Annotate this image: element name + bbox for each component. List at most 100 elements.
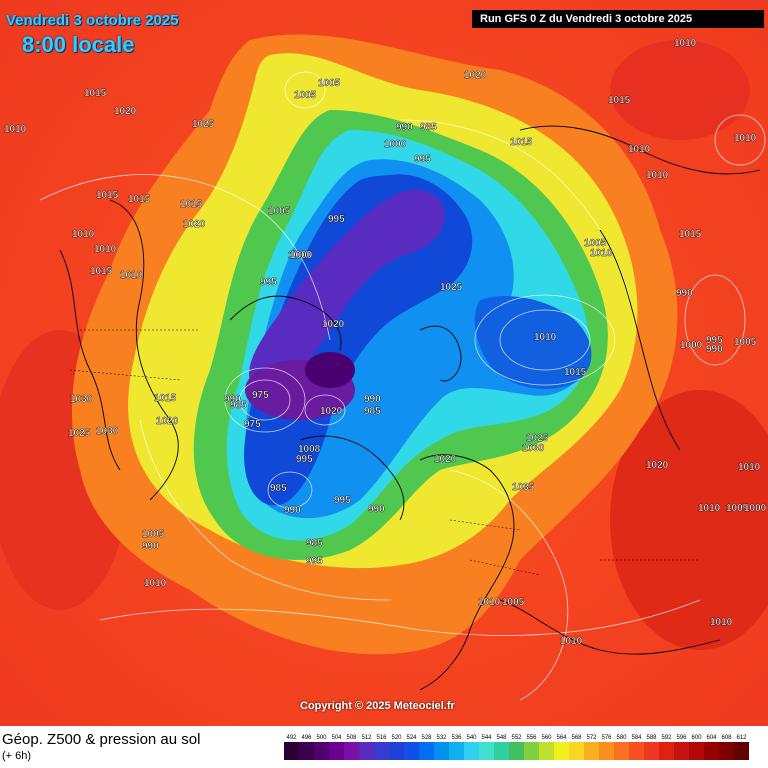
pressure-label: 1025	[526, 433, 549, 444]
valid-time: 8:00 locale	[22, 32, 135, 57]
pressure-label: 1020	[322, 319, 345, 330]
legend-swatch	[404, 742, 419, 760]
legend-swatch	[479, 742, 494, 760]
pressure-label: 985	[306, 538, 323, 549]
legend-swatch	[419, 742, 434, 760]
legend-swatch	[374, 742, 389, 760]
pressure-label: 1000	[744, 503, 767, 514]
pressure-label: 1010	[478, 597, 501, 608]
pressure-label: 990	[284, 505, 301, 516]
pressure-label: 1010	[698, 503, 721, 514]
legend-swatch	[734, 742, 749, 760]
pressure-label: 1020	[320, 406, 343, 417]
lead-time: (+ 6h)	[2, 750, 32, 762]
legend-swatch	[599, 742, 614, 760]
pressure-label: 1000	[680, 340, 703, 351]
blue-lobe-east	[474, 296, 592, 389]
legend-tick-label: 552	[511, 735, 522, 741]
legend-swatch	[299, 742, 314, 760]
legend-tick-label: 572	[586, 735, 597, 741]
pressure-label: 1008	[298, 444, 321, 455]
legend-tick-label: 524	[406, 735, 417, 741]
pressure-label: 985	[230, 400, 247, 411]
color-legend: 492 496 500 504 508 512 516 520 524 528 532 536 540 5…	[284, 735, 749, 760]
pressure-label: 1005	[268, 206, 291, 217]
legend-swatch	[689, 742, 704, 760]
legend-swatch	[359, 742, 374, 760]
legend-tick-label: 604	[706, 735, 717, 741]
pressure-label: 985	[270, 483, 287, 494]
legend-swatch	[674, 742, 689, 760]
pressure-label: 1015	[180, 199, 203, 210]
valid-date: Vendredi 3 octobre 2025	[6, 12, 179, 29]
legend-swatch	[509, 742, 524, 760]
legend-swatch	[524, 742, 539, 760]
pressure-label: 1005	[142, 529, 165, 540]
legend-swatch	[389, 742, 404, 760]
pressure-label: 975	[252, 390, 269, 401]
warm-patch	[610, 390, 768, 650]
pressure-label: 1000	[384, 139, 407, 150]
pressure-label: 1035	[512, 482, 535, 493]
pressure-label: 995	[296, 454, 313, 465]
pressure-label: 1010	[646, 170, 669, 181]
pressure-label: 1010	[560, 636, 583, 647]
pressure-label: 1015	[154, 393, 177, 404]
legend-tick-label: 580	[616, 735, 627, 741]
geopotential-map	[0, 0, 768, 726]
pressure-label: 1020	[464, 70, 487, 81]
isobar-lines	[39, 71, 766, 701]
pressure-label: 1010	[4, 124, 27, 135]
legend-tick-label: 568	[571, 735, 582, 741]
copyright: Copyright © 2025 Meteociel.fr	[300, 700, 455, 712]
pressure-label: 1030	[70, 394, 93, 405]
pressure-label: 1010	[710, 617, 733, 628]
legend-swatch	[449, 742, 464, 760]
legend-tick-label: 508	[346, 735, 357, 741]
pressure-label: 1010	[120, 270, 143, 281]
run-info: Run GFS 0 Z du Vendredi 3 octobre 2025	[472, 10, 764, 28]
pressure-label: 990	[676, 288, 693, 299]
pressure-label: 1030	[522, 443, 545, 454]
legend-tick-label: 596	[676, 735, 687, 741]
legend-tick-label: 492	[286, 735, 297, 741]
legend-swatch	[494, 742, 509, 760]
legend-tick-label: 576	[601, 735, 612, 741]
pressure-label: 990	[396, 122, 413, 133]
pressure-label: 1025	[192, 119, 215, 130]
pressure-label: 990	[224, 394, 241, 405]
pressure-label: 1010	[590, 248, 613, 259]
pressure-label: 1010	[144, 578, 167, 589]
legend-swatch	[434, 742, 449, 760]
pressure-label: 1020	[434, 454, 457, 465]
pressure-label: 985	[364, 406, 381, 417]
pressure-label: 1015	[608, 95, 631, 106]
pressure-label: 1010	[734, 133, 757, 144]
legend-tick-label: 504	[331, 735, 342, 741]
legend-tick-label: 548	[496, 735, 507, 741]
legend-swatch	[329, 742, 344, 760]
pressure-label: 1020	[156, 416, 179, 427]
product-title: Géop. Z500 & pression au sol	[2, 731, 201, 748]
purple-core	[305, 352, 355, 388]
pressure-label: 990	[142, 541, 159, 552]
legend-swatch	[344, 742, 359, 760]
pressure-label: 1005	[502, 597, 525, 608]
pressure-label: 995	[414, 154, 431, 165]
pressure-label: 1030	[96, 426, 119, 437]
pressure-label: 995	[260, 277, 277, 288]
pressure-label: 1015	[564, 367, 587, 378]
pressure-label: 995	[334, 495, 351, 506]
legend-swatch	[284, 742, 299, 760]
pressure-label: 1015	[96, 190, 119, 201]
pressure-label: 1010	[738, 462, 761, 473]
pressure-label: 1020	[646, 460, 669, 471]
pressure-label: 1020	[183, 219, 206, 230]
pressure-label: 990	[368, 504, 385, 515]
pressure-label: 1015	[679, 229, 702, 240]
legend-tick-label: 588	[646, 735, 657, 741]
legend-swatch	[314, 742, 329, 760]
pressure-label: 1005	[584, 238, 607, 249]
legend-swatch	[464, 742, 479, 760]
pressure-label: 1015	[90, 266, 113, 277]
